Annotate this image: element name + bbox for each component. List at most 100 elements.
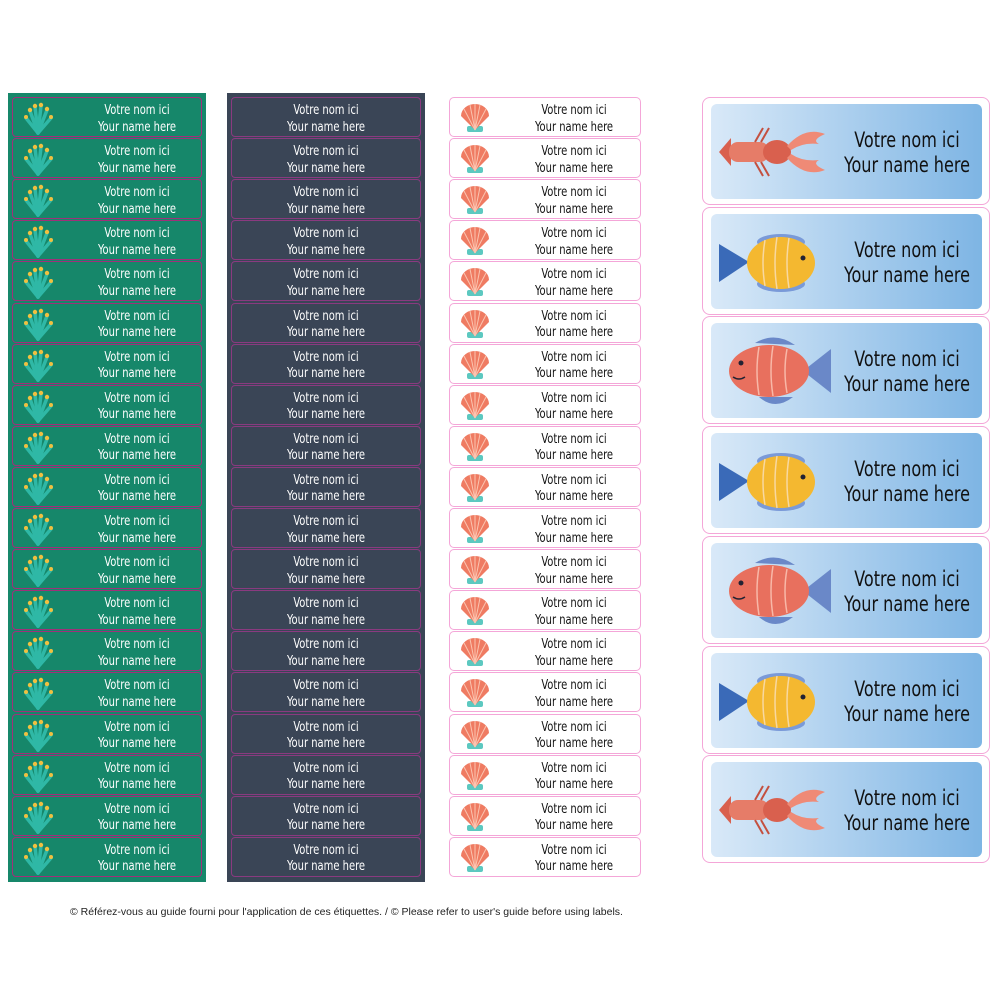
label-line-english: Your name here (844, 482, 970, 507)
seashell-icon (458, 389, 492, 423)
name-label: Votre nom ici Your name here (12, 466, 202, 507)
label-line-english: Your name here (97, 406, 177, 423)
label-line-english: Your name here (844, 811, 970, 836)
seaweed-icon (21, 224, 55, 259)
label-line-french: Votre nom ici (293, 225, 359, 242)
name-label: Votre nom ici Your name here (449, 179, 641, 220)
label-line-english: Your name here (286, 488, 366, 505)
label-line-french: Votre nom ici (104, 348, 170, 365)
label-line-french: Votre nom ici (541, 266, 607, 283)
label-line-french: Votre nom ici (541, 471, 607, 488)
label-text: Votre nom ici Your name here (85, 513, 190, 546)
label-text: Votre nom ici Your name here (517, 636, 632, 669)
label-line-english: Your name here (286, 776, 366, 793)
seashell-icon (458, 471, 492, 505)
label-line-english: Your name here (97, 611, 177, 628)
label-line-french: Votre nom ici (104, 143, 170, 160)
label-text: Votre nom ici Your name here (517, 760, 632, 793)
label-line-english: Your name here (97, 693, 177, 710)
label-text: Votre nom ici Your name here (85, 719, 190, 752)
label-line-french: Votre nom ici (104, 266, 170, 283)
name-label: Votre nom ici Your name here (702, 426, 990, 535)
label-line-french: Votre nom ici (104, 389, 170, 406)
label-text: Votre nom ici Your name here (85, 677, 190, 710)
label-line-english: Your name here (97, 447, 177, 464)
label-line-english: Your name here (97, 282, 177, 299)
label-line-english: Your name here (97, 200, 177, 217)
label-text: Votre nom ici Your name here (249, 554, 403, 587)
label-line-english: Your name here (844, 591, 970, 616)
seaweed-icon (21, 800, 55, 834)
label-text: Votre nom ici Your name here (843, 238, 971, 288)
label-text: Votre nom ici Your name here (85, 595, 190, 628)
label-text: Votre nom ici Your name here (249, 677, 403, 710)
yellow-fish-icon (715, 661, 835, 741)
label-line-french: Votre nom ici (104, 677, 170, 694)
label-text: Votre nom ici Your name here (249, 719, 403, 752)
label-line-french: Votre nom ici (293, 266, 359, 283)
name-label: Votre nom ici Your name here (12, 425, 202, 466)
name-label: Votre nom ici Your name here (449, 261, 641, 302)
label-line-english: Your name here (286, 570, 366, 587)
name-label: Votre nom ici Your name here (231, 795, 421, 836)
label-text: Votre nom ici Your name here (843, 786, 971, 836)
name-label: Votre nom ici Your name here (12, 795, 202, 836)
label-line-english: Your name here (97, 735, 177, 751)
label-line-french: Votre nom ici (541, 143, 607, 160)
label-text: Votre nom ici Your name here (249, 842, 403, 875)
name-label: Votre nom ici Your name here (702, 97, 990, 205)
label-text: Votre nom ici Your name here (517, 801, 632, 834)
label-line-french: Votre nom ici (104, 554, 170, 571)
name-label: Votre nom ici Your name here (449, 631, 641, 672)
label-text: Votre nom ici Your name here (843, 347, 971, 397)
name-label: Votre nom ici Your name here (12, 302, 202, 343)
yellow-fish-icon (715, 222, 835, 302)
seashell-icon (458, 101, 492, 135)
name-label: Votre nom ici Your name here (702, 316, 990, 425)
label-line-french: Votre nom ici (104, 595, 170, 612)
label-line-french: Votre nom ici (104, 225, 170, 242)
label-line-english: Your name here (286, 693, 366, 710)
seaweed-icon (21, 718, 55, 752)
label-line-english: Your name here (97, 365, 177, 382)
label-text: Votre nom ici Your name here (517, 102, 632, 135)
label-line-french: Votre nom ici (541, 800, 607, 817)
label-text: Votre nom ici Your name here (85, 225, 190, 258)
label-line-english: Your name here (286, 611, 366, 628)
label-line-english: Your name here (97, 324, 177, 340)
label-line-english: Your name here (286, 159, 366, 176)
label-line-english: Your name here (534, 447, 614, 464)
label-text: Votre nom ici Your name here (85, 390, 190, 423)
label-line-french: Votre nom ici (293, 102, 359, 118)
shell-label-sheet: Votre nom ici Your name here Votre nom ici… (449, 97, 641, 880)
label-text: Votre nom ici Your name here (85, 184, 190, 217)
label-line-french: Votre nom ici (293, 677, 359, 694)
label-line-french: Votre nom ici (293, 513, 359, 529)
label-line-french: Votre nom ici (854, 457, 960, 482)
label-line-french: Votre nom ici (541, 595, 607, 612)
seaweed-icon (21, 389, 55, 423)
name-label: Votre nom ici Your name here (449, 508, 641, 548)
seaweed-icon (21, 183, 55, 217)
name-label: Votre nom ici Your name here (449, 549, 641, 590)
name-label: Votre nom ici Your name here (12, 754, 202, 795)
seaweed-icon (21, 635, 55, 670)
seashell-icon (458, 718, 492, 752)
seaweed-icon (21, 307, 55, 341)
seaweed-icon (21, 471, 55, 505)
label-line-english: Your name here (534, 611, 614, 628)
label-text: Votre nom ici Your name here (517, 184, 632, 217)
label-line-english: Your name here (286, 529, 366, 546)
label-line-english: Your name here (97, 652, 177, 669)
name-label: Votre nom ici Your name here (231, 302, 421, 343)
name-label: Votre nom ici Your name here (231, 220, 421, 261)
label-line-english: Your name here (286, 817, 366, 834)
seashell-icon (458, 676, 492, 710)
label-text: Votre nom ici Your name here (85, 636, 190, 669)
name-label: Votre nom ici Your name here (449, 220, 641, 261)
label-text: Votre nom ici Your name here (517, 143, 632, 176)
name-label: Votre nom ici Your name here (231, 466, 421, 507)
label-text: Votre nom ici Your name here (517, 472, 632, 505)
label-background: Votre nom ici Your name here (711, 104, 982, 199)
label-text: Votre nom ici Your name here (85, 266, 190, 299)
